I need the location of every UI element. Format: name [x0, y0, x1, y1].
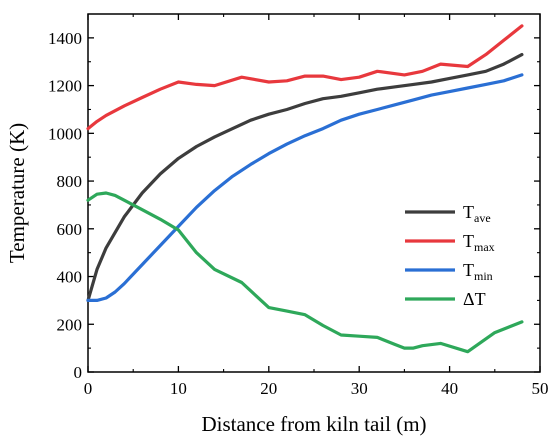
x-tick-label: 50 [532, 379, 549, 398]
legend-label: Tave [463, 202, 491, 225]
series-line-tmin [86, 73, 524, 302]
x-tick-label: 20 [260, 379, 277, 398]
y-tick-label: 1400 [48, 29, 82, 48]
series-line-tmax [86, 24, 524, 131]
y-tick-label: 1000 [48, 124, 82, 143]
y-tick-label: 1200 [48, 77, 82, 96]
series-line-tave [86, 53, 524, 302]
x-tick-label: 0 [84, 379, 93, 398]
x-axis-label: Distance from kiln tail (m) [201, 412, 426, 436]
x-tick-label: 10 [170, 379, 187, 398]
y-tick-label: 200 [57, 315, 83, 334]
legend-label: Tmax [463, 231, 495, 254]
legend-label: Tmin [463, 260, 493, 283]
y-tick-label: 400 [57, 268, 83, 287]
legend-label: ΔT [463, 289, 486, 309]
series-line--t [86, 191, 524, 354]
x-tick-label: 30 [351, 379, 368, 398]
axes: 0 10 20 30 40 50 0 200 400 600 800 1000 1200 1400 [48, 13, 549, 398]
y-axis-label: Temperature (K) [5, 123, 29, 263]
x-tick-label: 40 [441, 379, 458, 398]
y-tick-label: 800 [57, 172, 83, 191]
y-tick-label: 600 [57, 220, 83, 239]
series-lines [86, 24, 524, 354]
y-tick-label: 0 [74, 363, 83, 382]
legend: Tave Tmax Tmin ΔT [405, 202, 495, 309]
